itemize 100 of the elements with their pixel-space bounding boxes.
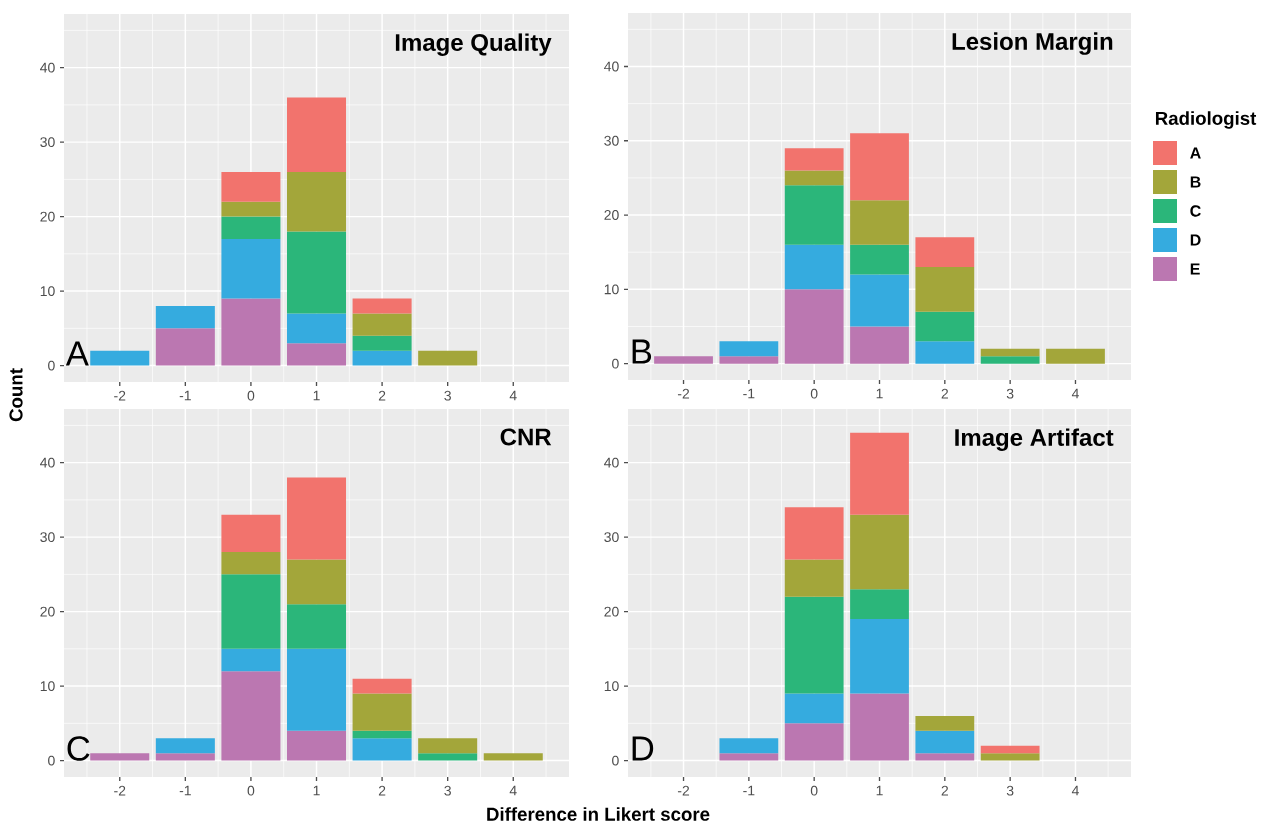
bar xyxy=(784,559,844,597)
y-tick-label: 30 xyxy=(604,135,619,146)
bar xyxy=(719,341,779,357)
bar xyxy=(221,171,281,202)
bar xyxy=(850,619,909,694)
x-axis-title: Difference in Likert score xyxy=(487,807,710,821)
bar xyxy=(221,514,281,553)
bar xyxy=(286,604,347,649)
annotation: C xyxy=(67,736,90,761)
bar xyxy=(850,589,909,620)
y-tick-label: 30 xyxy=(604,532,619,543)
y-tick-label: 40 xyxy=(604,457,619,468)
x-tick-label: 2 xyxy=(941,785,948,796)
x-tick-label: 1 xyxy=(876,785,883,796)
y-tick-label: 40 xyxy=(604,61,619,72)
bar xyxy=(286,559,347,605)
y-tick-label: 40 xyxy=(40,62,55,73)
bar xyxy=(915,237,975,268)
bar xyxy=(286,343,347,366)
bar xyxy=(850,514,909,590)
y-tick-label: 20 xyxy=(40,211,55,222)
bar xyxy=(221,648,281,672)
annotation: B xyxy=(632,339,652,364)
bar xyxy=(980,356,1040,364)
x-tick-label: 0 xyxy=(810,388,818,399)
bar xyxy=(784,170,844,186)
y-tick-label: 10 xyxy=(604,681,619,692)
y-tick-label: 10 xyxy=(40,286,55,297)
bar xyxy=(850,133,909,201)
bar xyxy=(352,298,412,314)
text: CNR xyxy=(500,428,552,446)
x-tick-label: -1 xyxy=(743,785,755,796)
bar xyxy=(221,552,281,575)
x-tick-label: -1 xyxy=(743,388,755,399)
x-tick-label: 3 xyxy=(1006,785,1014,796)
y-tick-label: 0 xyxy=(612,755,619,766)
bar xyxy=(155,753,215,761)
x-tick-label: 0 xyxy=(247,390,255,401)
x-tick-label: 3 xyxy=(444,785,451,796)
y-tick-label: 30 xyxy=(40,137,55,148)
y-tick-label: 30 xyxy=(40,532,55,543)
bar xyxy=(221,216,281,239)
bar xyxy=(286,730,347,761)
bar xyxy=(90,350,150,366)
bar xyxy=(352,693,412,731)
bar xyxy=(155,328,215,366)
x-tick-label: 2 xyxy=(941,388,948,399)
bar xyxy=(719,753,779,761)
bar xyxy=(784,289,844,364)
y-axis-title: Count xyxy=(9,368,23,422)
bar xyxy=(155,738,215,754)
y-tick-label: 0 xyxy=(48,360,55,371)
bar xyxy=(719,738,779,754)
y-tick-label: 0 xyxy=(48,755,55,766)
annotation: A xyxy=(65,341,89,366)
bar xyxy=(784,148,844,171)
bar xyxy=(286,477,347,560)
x-tick-label: 4 xyxy=(1071,785,1079,796)
bar xyxy=(221,238,281,299)
x-tick-label: 4 xyxy=(509,785,517,796)
y-tick-label: 20 xyxy=(604,210,619,221)
bar xyxy=(483,753,543,761)
bar xyxy=(915,730,975,754)
bar xyxy=(850,244,909,275)
bar xyxy=(915,753,975,761)
bar xyxy=(352,335,412,351)
text: Image Artifact xyxy=(955,428,1114,451)
bar xyxy=(850,200,909,245)
bar xyxy=(221,201,281,217)
bar xyxy=(915,715,975,731)
bar xyxy=(286,171,347,232)
bar xyxy=(980,753,1040,761)
bar xyxy=(654,356,713,364)
y-tick-label: 10 xyxy=(40,681,55,692)
x-tick-label: -1 xyxy=(179,390,191,401)
bar xyxy=(850,326,909,364)
text: Lesion Margin xyxy=(952,32,1113,55)
y-tick-label: 40 xyxy=(40,457,55,468)
x-tick-label: -2 xyxy=(677,388,690,399)
legend-label: D xyxy=(1190,234,1201,246)
y-tick-label: 0 xyxy=(612,358,619,369)
x-tick-label: 4 xyxy=(509,390,517,401)
bar xyxy=(221,574,281,649)
bar xyxy=(155,306,215,329)
bar xyxy=(352,350,412,366)
annotation: D xyxy=(632,736,654,761)
bar xyxy=(784,596,844,694)
bar xyxy=(980,348,1040,357)
legend-title: Radiologist xyxy=(1155,111,1257,129)
x-tick-label: 0 xyxy=(247,785,255,796)
bar xyxy=(784,507,844,560)
x-tick-label: -1 xyxy=(179,785,191,796)
x-tick-label: 1 xyxy=(876,388,883,399)
bar xyxy=(418,753,478,761)
bar xyxy=(418,350,478,366)
bar xyxy=(90,753,150,761)
x-tick-label: 1 xyxy=(313,785,320,796)
bar xyxy=(352,313,412,336)
bar xyxy=(784,185,844,245)
x-tick-label: 2 xyxy=(378,785,386,796)
